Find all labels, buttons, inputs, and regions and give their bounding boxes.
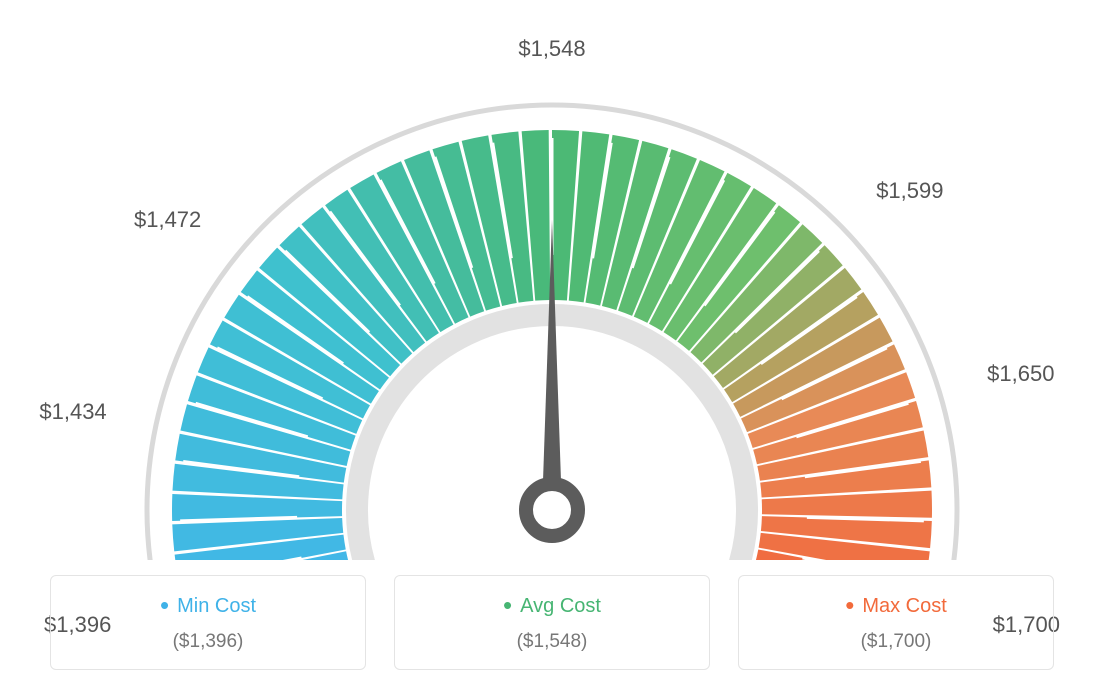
gauge-scale-label: $1,599 <box>876 178 943 204</box>
gauge-area: $1,396$1,434$1,472$1,548$1,599$1,650$1,7… <box>0 0 1104 560</box>
gauge-needle-hub <box>526 484 578 536</box>
legend-card-avg: Avg Cost ($1,548) <box>394 575 710 670</box>
legend-row: Min Cost ($1,396) Avg Cost ($1,548) Max … <box>50 575 1054 670</box>
legend-max-label: Max Cost <box>749 590 1043 621</box>
gauge-scale-label: $1,650 <box>987 361 1054 387</box>
gauge-svg <box>52 20 1052 560</box>
legend-card-max: Max Cost ($1,700) <box>738 575 1054 670</box>
gauge-scale-label: $1,472 <box>134 207 201 233</box>
legend-avg-value: ($1,548) <box>405 631 699 653</box>
gauge-scale-label: $1,434 <box>39 399 106 425</box>
gauge-scale-label: $1,548 <box>512 36 592 62</box>
legend-min-value: ($1,396) <box>61 631 355 653</box>
legend-card-min: Min Cost ($1,396) <box>50 575 366 670</box>
legend-avg-label: Avg Cost <box>405 590 699 621</box>
legend-max-value: ($1,700) <box>749 631 1043 653</box>
legend-min-label: Min Cost <box>61 590 355 621</box>
gauge-chart-container: $1,396$1,434$1,472$1,548$1,599$1,650$1,7… <box>0 0 1104 690</box>
